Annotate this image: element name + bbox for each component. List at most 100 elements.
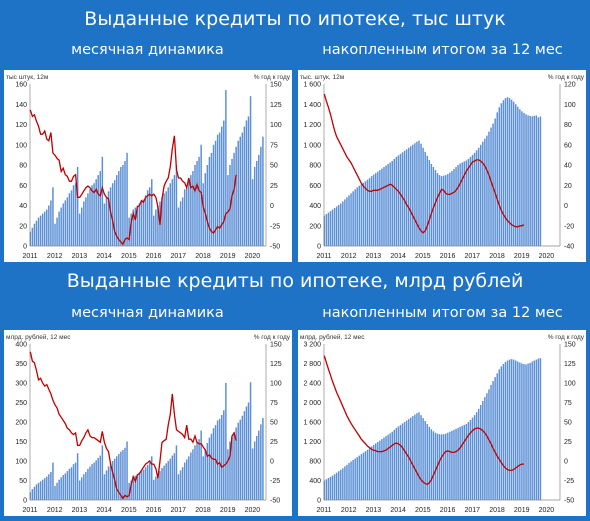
chart-bar (537, 358, 540, 500)
x-tick-label: 2020 (539, 253, 555, 260)
chart-bar (81, 207, 83, 246)
right-tick-label: 0 (270, 459, 274, 466)
chart-bar (72, 185, 75, 246)
chart-bar (389, 162, 391, 246)
chart-bar (350, 461, 352, 500)
chart-bar (202, 456, 204, 500)
chart-units-monthly: тыс штук, 12м % год к году 0 20 40 60 80 100 120… (6, 74, 291, 260)
chart-bar (198, 156, 200, 246)
chart-bar (124, 160, 126, 246)
chart-rubles-monthly: млрд. рублей, 12 мес % год к году 0 50 100 15… (6, 333, 291, 514)
chart-bar (91, 185, 93, 246)
chart-bar (366, 449, 369, 500)
chart-bar (37, 217, 40, 246)
x-tick-label: 2015 (121, 507, 137, 514)
chart-bar (494, 377, 496, 500)
chart-bar (216, 420, 219, 500)
chart-bar (368, 178, 371, 246)
chart-bar (146, 190, 149, 246)
chart-bar (424, 151, 426, 246)
chart-bar (225, 383, 227, 500)
chart-bar (457, 165, 459, 246)
chart-bar (190, 452, 192, 500)
left-axis-label: млрд. рублей, 12 мес (6, 333, 71, 341)
right-tick-label: 150 (270, 82, 282, 89)
chart-bar (214, 425, 217, 500)
chart-bar (372, 174, 375, 246)
chart-bar (447, 432, 449, 500)
chart-bar (120, 451, 122, 500)
chart-bar (354, 189, 356, 246)
left-tick-label: 400 (309, 478, 321, 485)
chart-bar (58, 479, 60, 500)
chart-bar (83, 474, 85, 500)
left-tick-label: 1 600 (303, 420, 321, 427)
chart-bar (111, 461, 114, 500)
chart-bar (214, 140, 217, 246)
chart-bar (39, 481, 42, 500)
chart-bar (109, 463, 112, 500)
chart-bar (364, 451, 367, 500)
chart-bar (521, 363, 523, 500)
chart-bar (52, 462, 54, 500)
chart-bar (387, 163, 389, 246)
chart-bar (33, 223, 36, 246)
chart-bar (72, 464, 75, 500)
left-tick-label: 1 200 (303, 439, 321, 446)
chart-bar (43, 478, 46, 500)
chart-bar (171, 455, 174, 500)
chart-bar (155, 476, 157, 500)
left-tick-label: 200 (309, 223, 321, 230)
right-tick-label: 75 (270, 400, 278, 407)
chart-bar (492, 123, 494, 246)
chart-bar (395, 427, 398, 500)
chart-bar (531, 116, 533, 247)
chart-bar (118, 453, 120, 500)
chart-bar (531, 361, 533, 500)
chart-bar (519, 109, 521, 246)
chart-bar (366, 179, 369, 246)
chart-panel-units-12m: тыс. штук, 12м% год к году 0 200 400 600 800 1… (298, 70, 586, 262)
chart-bar (440, 176, 443, 246)
chart-bar (46, 209, 48, 246)
left-tick-label: 0 (23, 244, 27, 251)
chart-bar (144, 467, 147, 500)
left-tick-label: 50 (19, 478, 27, 485)
chart-bar (159, 471, 161, 500)
right-tick-label: 25 (270, 439, 278, 446)
chart-bar (179, 201, 182, 246)
chart-bar (262, 418, 264, 500)
chart-bar (231, 436, 233, 500)
chart-bar (356, 187, 358, 246)
yoy-growth-line (29, 109, 237, 246)
yoy-growth-line (323, 355, 524, 486)
x-tick-label: 2016 (440, 253, 456, 260)
chart-bar (171, 179, 174, 246)
right-tick-label: 100 (270, 381, 282, 388)
chart-bar (245, 120, 248, 246)
chart-bar (348, 462, 350, 500)
x-tick-label: 2019 (220, 507, 236, 514)
chart-bar (537, 117, 540, 246)
chart-bar (173, 453, 176, 500)
chart-bar (333, 208, 336, 246)
x-tick-label: 2015 (121, 253, 137, 260)
chart-bar (453, 169, 455, 246)
chart-bar (85, 471, 87, 500)
chart-bar (358, 185, 361, 246)
chart-bar (37, 482, 40, 500)
x-tick-label: 2018 (489, 253, 505, 260)
chart-bar (220, 126, 223, 246)
chart-bar (504, 98, 507, 246)
chart-bar (438, 175, 441, 246)
x-tick-label: 2012 (47, 507, 63, 514)
chart-bar (163, 193, 165, 246)
chart-bar (356, 457, 358, 500)
right-tick-label: 100 (270, 122, 282, 129)
chart-bar (473, 415, 476, 500)
chart-bar (196, 160, 198, 246)
section1-title: Выданные кредиты по ипотеке, тыс штук (84, 8, 506, 30)
chart-bar (399, 153, 402, 246)
right-tick-label: 25 (270, 183, 278, 190)
chart-bar (449, 431, 451, 500)
